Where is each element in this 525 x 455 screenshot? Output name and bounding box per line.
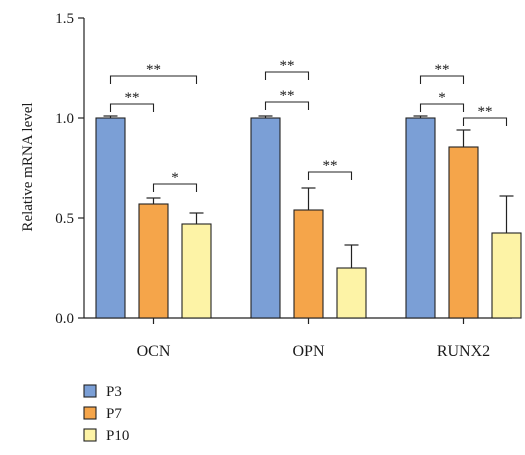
significance-bracket bbox=[264, 101, 310, 110]
bar-p3-opn bbox=[250, 117, 281, 319]
significance-label: ** bbox=[280, 88, 295, 104]
significance-label: ** bbox=[280, 58, 295, 74]
y-tick-label: 0.0 bbox=[55, 311, 74, 327]
bar-p10-ocn bbox=[181, 223, 212, 319]
legend-swatch-p3 bbox=[83, 384, 97, 398]
bar-p7-ocn bbox=[138, 203, 169, 319]
legend: P3 P7 P10 bbox=[83, 384, 129, 444]
significance-bracket bbox=[109, 75, 198, 84]
y-axis-label: Relative mRNA level bbox=[20, 102, 36, 231]
legend-swatch-p10 bbox=[83, 428, 97, 442]
legend-label: P3 bbox=[106, 384, 122, 400]
legend-swatch-p7 bbox=[83, 406, 97, 420]
significance-bracket bbox=[462, 117, 508, 126]
significance-annotations: **************** bbox=[109, 58, 508, 192]
significance-label: ** bbox=[146, 62, 161, 78]
bar-p3-runx2 bbox=[405, 117, 436, 319]
legend-label: P10 bbox=[106, 428, 129, 444]
bar-p10-opn bbox=[336, 267, 367, 319]
bar-p10-runx2 bbox=[491, 232, 522, 319]
x-tick-label: OPN bbox=[292, 343, 324, 360]
significance-label: ** bbox=[478, 104, 493, 120]
bar-p7-runx2 bbox=[448, 146, 479, 319]
significance-label: ** bbox=[435, 62, 450, 78]
significance-label: ** bbox=[125, 90, 140, 106]
y-tick-label: 0.5 bbox=[55, 211, 74, 227]
significance-label: ** bbox=[323, 158, 338, 174]
y-tick-label: 1.0 bbox=[55, 111, 74, 127]
bar-p7-opn bbox=[293, 209, 324, 319]
y-tick-label: 1.5 bbox=[55, 11, 74, 27]
x-tick-label: RUNX2 bbox=[437, 343, 490, 360]
significance-label: * bbox=[438, 90, 446, 106]
x-tick-label: OCN bbox=[137, 343, 171, 360]
legend-label: P7 bbox=[106, 406, 122, 422]
significance-bracket bbox=[307, 171, 353, 180]
bar-p3-ocn bbox=[95, 117, 126, 319]
significance-bracket bbox=[264, 71, 310, 80]
significance-label: * bbox=[171, 170, 179, 186]
significance-bracket bbox=[152, 183, 198, 192]
bars bbox=[95, 115, 522, 319]
significance-bracket bbox=[419, 75, 465, 84]
significance-bracket bbox=[419, 103, 465, 112]
significance-bracket bbox=[109, 103, 155, 112]
